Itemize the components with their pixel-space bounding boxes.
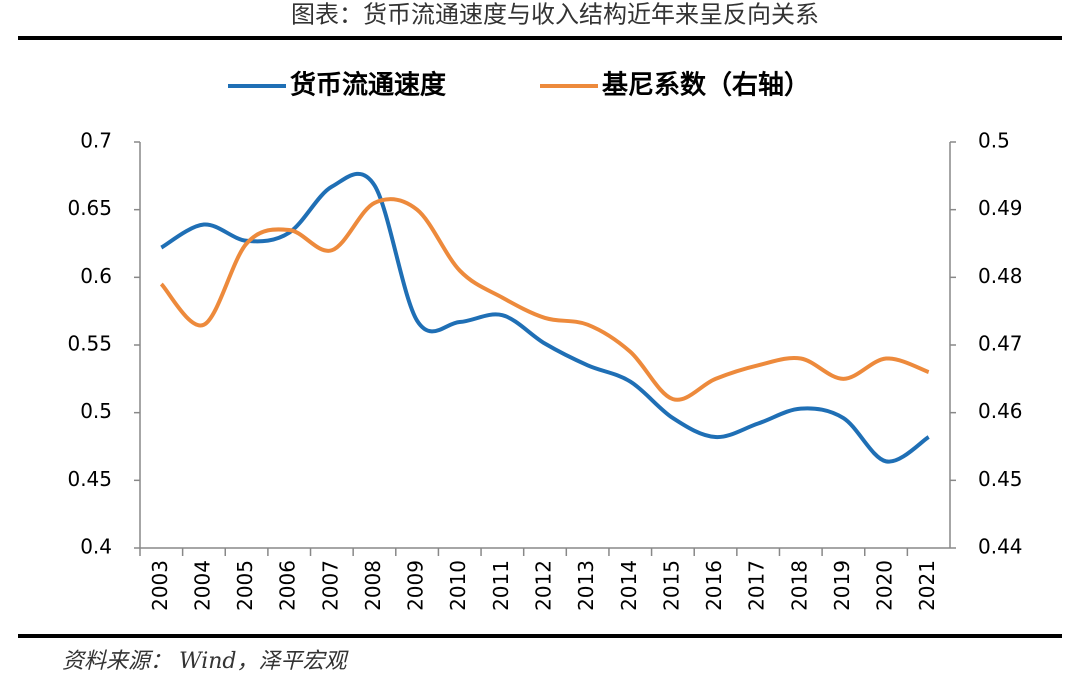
x-tick-label: 2017: [745, 560, 769, 611]
legend-label: 基尼系数（右轴）: [602, 71, 810, 101]
x-tick-label: 2007: [318, 560, 342, 611]
x-tick-label: 2014: [617, 560, 641, 611]
legend-label: 货币流通速度: [290, 70, 446, 101]
x-tick-label: 2005: [233, 560, 257, 611]
y-tick-label: 0.45: [67, 467, 112, 491]
y2-tick-label: 0.49: [978, 196, 1023, 220]
y2-tick-label: 0.44: [978, 535, 1023, 559]
chart-title: 图表：货币流通速度与收入结构近年来呈反向关系: [291, 1, 819, 29]
y-tick-label: 0.5: [80, 399, 112, 423]
x-tick-label: 2004: [190, 560, 214, 611]
x-tick-label: 2008: [361, 560, 385, 611]
x-tick-label: 2013: [574, 560, 598, 611]
x-tick-label: 2020: [873, 560, 897, 611]
x-tick-label: 2019: [830, 560, 854, 611]
y2-tick-label: 0.5: [978, 129, 1010, 153]
y-tick-label: 0.7: [80, 129, 112, 153]
y-tick-label: 0.55: [67, 332, 112, 356]
x-tick-label: 2006: [276, 560, 300, 611]
x-tick-label: 2021: [915, 560, 939, 611]
source-note: 资料来源： Wind，泽平宏观: [62, 649, 350, 674]
x-tick-label: 2012: [532, 560, 556, 611]
x-tick-label: 2009: [404, 560, 428, 611]
y2-tick-label: 0.47: [978, 332, 1023, 356]
x-tick-label: 2015: [659, 560, 683, 611]
x-tick-label: 2010: [446, 560, 470, 611]
y2-tick-label: 0.46: [978, 399, 1023, 423]
x-tick-label: 2018: [787, 560, 811, 611]
y-tick-label: 0.4: [80, 535, 112, 559]
y2-tick-label: 0.48: [978, 264, 1023, 288]
y2-tick-label: 0.45: [978, 467, 1023, 491]
y-tick-label: 0.65: [67, 196, 112, 220]
x-tick-label: 2016: [702, 560, 726, 611]
x-tick-label: 2011: [489, 560, 513, 611]
series-line: [159, 197, 930, 402]
y-tick-label: 0.6: [80, 264, 112, 288]
x-tick-label: 2003: [148, 560, 172, 611]
